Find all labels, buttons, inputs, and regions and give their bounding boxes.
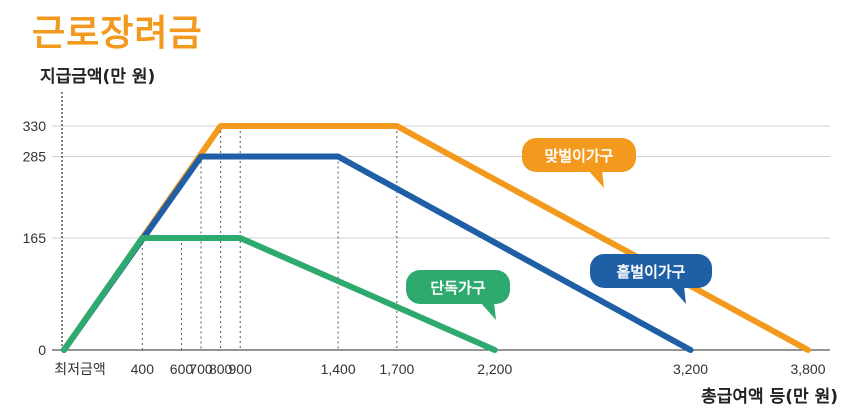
y-tick-label: 165 [23, 230, 47, 246]
x-tick-label: 최저금액 [54, 361, 106, 377]
legend-bubble-1 [590, 254, 712, 288]
legend-bubble-0 [522, 138, 636, 172]
y-axis-label: 지급금액(만 원) [40, 67, 156, 87]
x-tick-label: 800 [209, 361, 233, 377]
series-line-1 [61, 153, 694, 353]
y-tick-label: 330 [23, 118, 47, 134]
series-line-2 [61, 235, 498, 353]
legend-bubble-tail-2 [480, 302, 496, 320]
y-tick-label: 0 [38, 342, 46, 358]
x-tick-label: 700 [189, 361, 213, 377]
x-tick-label: 2,200 [477, 361, 512, 377]
legend-label: 단독가구 [430, 279, 485, 297]
x-tick-label: 1,400 [321, 361, 356, 377]
x-tick-label: 3,200 [673, 361, 708, 377]
x-axis-label: 총급여액 등(만 원) [701, 387, 838, 407]
x-tick-label: 600 [170, 361, 194, 377]
legend-bubble-2 [406, 270, 510, 304]
x-tick-label: 3,800 [790, 361, 825, 377]
x-tick-label: 900 [229, 361, 253, 377]
legend-bubble-tail-0 [588, 170, 604, 188]
x-tick-label: 400 [131, 361, 155, 377]
y-tick-label: 285 [23, 149, 47, 165]
legend-bubble-tail-1 [670, 286, 686, 304]
x-tick-label: 1,700 [379, 361, 414, 377]
legend-label: 홑벌이가구 [616, 263, 685, 281]
legend-label: 맞벌이가구 [544, 147, 613, 165]
chart-title: 근로장려금 [32, 13, 203, 54]
